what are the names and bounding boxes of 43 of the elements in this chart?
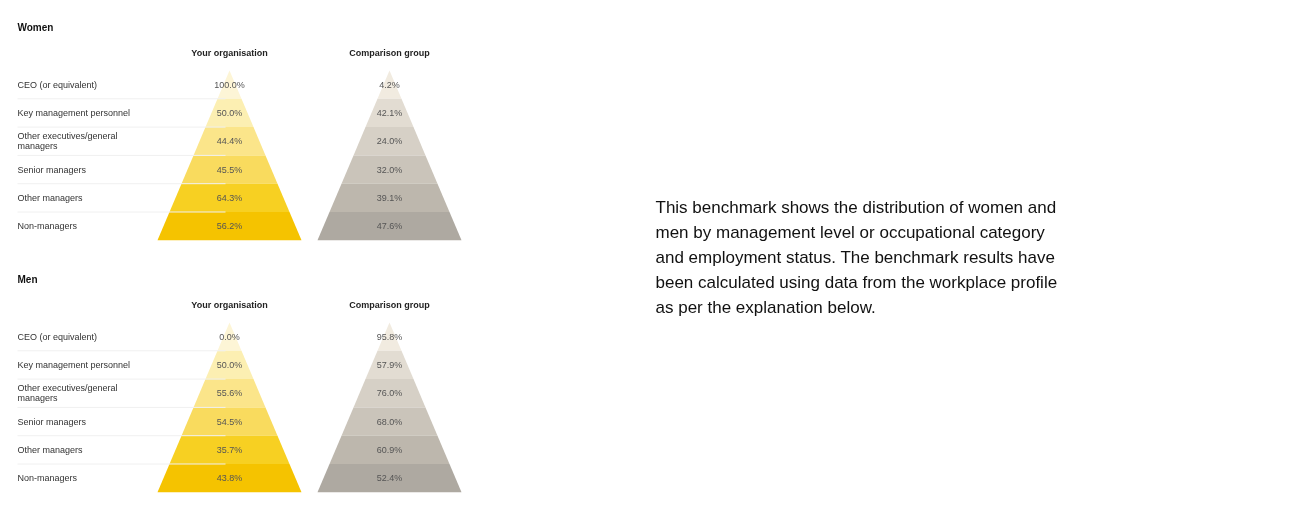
data-label: 4.2% <box>379 79 400 90</box>
category-label: CEO (or equivalent) <box>17 79 98 90</box>
data-label: 52.4% <box>376 473 403 484</box>
data-label: 32.0% <box>376 164 403 175</box>
category-label: Other executives/general managers <box>17 131 118 152</box>
data-label: 100.0% <box>214 79 245 90</box>
category-label: Non-managers <box>17 221 78 232</box>
data-label: 44.4% <box>216 136 243 147</box>
data-label: 24.0% <box>376 136 403 147</box>
category-label: Other managers <box>17 444 84 455</box>
category-label: Other executives/general managers <box>17 383 118 404</box>
text: Your organisation <box>191 299 268 310</box>
text: Women <box>17 22 54 33</box>
data-label: 57.9% <box>376 359 403 370</box>
series-label: Comparison group <box>349 47 431 58</box>
data-label: 0.0% <box>219 331 240 342</box>
text: This benchmark shows the distribution of women and men by management level or occupational category and employment status. The benchmark results have been calculated using data from the workplace profile as per the explanation below. <box>655 198 1058 317</box>
data-label: 35.7% <box>216 444 243 455</box>
data-label: 64.3% <box>216 192 243 203</box>
data-label: 43.8% <box>216 473 243 484</box>
data-label: 68.0% <box>376 416 403 427</box>
data-label: 45.5% <box>216 164 243 175</box>
data-label: 60.9% <box>376 444 403 455</box>
data-label: 95.8% <box>376 331 403 342</box>
data-label: 56.2% <box>216 221 243 232</box>
category-label: Non-managers <box>17 473 78 484</box>
category-label: CEO (or equivalent) <box>17 331 98 342</box>
data-label: 54.5% <box>216 416 243 427</box>
data-label: 76.0% <box>376 388 403 399</box>
category-label: Senior managers <box>17 416 87 427</box>
data-label: 50.0% <box>216 107 243 118</box>
category-label: Key management personnel <box>17 107 131 118</box>
category-label: Senior managers <box>17 164 87 175</box>
text: Your organisation <box>191 47 268 58</box>
data-label: 47.6% <box>376 221 403 232</box>
data-label: 50.0% <box>216 359 243 370</box>
text: Men <box>17 274 38 285</box>
data-label: 39.1% <box>376 192 403 203</box>
data-label: 42.1% <box>376 107 403 118</box>
data-label: 55.6% <box>216 388 243 399</box>
series-label: Comparison group <box>349 299 431 310</box>
category-label: Other managers <box>17 192 84 203</box>
category-label: Key management personnel <box>17 359 131 370</box>
